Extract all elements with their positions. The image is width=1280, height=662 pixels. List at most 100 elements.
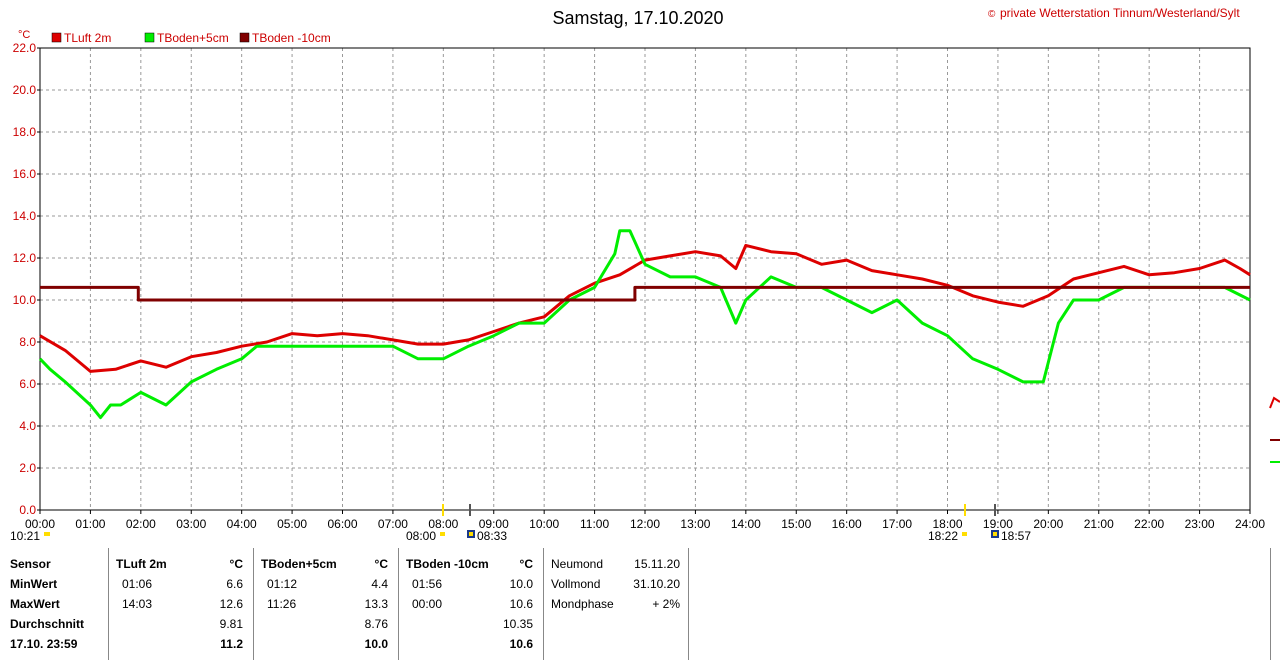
divider	[543, 548, 544, 660]
sensor-header: Sensor	[10, 557, 51, 571]
divider	[108, 548, 109, 660]
max-time: 11:26	[267, 597, 297, 611]
x-tick-label: 02:00	[126, 517, 156, 531]
x-tick-label: 15:00	[781, 517, 811, 531]
row-label-max: MaxWert	[10, 597, 60, 611]
x-tick-label: 08:00	[428, 517, 458, 531]
x-tick-label: 24:00	[1235, 517, 1265, 531]
moon-label-phase: Mondphase	[551, 597, 614, 611]
sunset2-label: 18:57	[1001, 529, 1031, 543]
x-tick-label: 19:00	[983, 517, 1013, 531]
x-tick-label: 01:00	[75, 517, 105, 531]
unit-label: °C	[519, 557, 533, 571]
x-tick-label: 06:00	[327, 517, 357, 531]
moon-value-new: 15.11.20	[634, 557, 680, 571]
y-tick-label: 18.0	[13, 125, 37, 139]
x-tick-label: 03:00	[176, 517, 206, 531]
x-tick-label: 23:00	[1185, 517, 1215, 531]
moon-info: Neumond 15.11.20 Vollmond 31.10.20 Mondp…	[543, 546, 688, 662]
moon-label-full: Vollmond	[551, 577, 601, 591]
max-value: 13.3	[364, 597, 388, 611]
y-tick-label: 4.0	[19, 419, 36, 433]
sunrise-left-label: 10:21	[10, 529, 40, 543]
max-value: 12.6	[219, 597, 243, 611]
y-ticks: 0.0 2.0 4.0 6.0 8.0 10.0 12.0 14.0 16.0 18.0 20.0 2…	[13, 41, 40, 517]
y-tick-label: 14.0	[13, 209, 37, 223]
column-header: TBoden -10cm	[406, 557, 489, 571]
min-time: 01:12	[267, 577, 298, 591]
x-tick-label: 10:00	[529, 517, 559, 531]
sun-icon	[440, 532, 445, 536]
sunrise-label: 08:00	[406, 529, 436, 543]
sunrise2-label: 18:22	[928, 529, 958, 543]
series-line-tboden-10cm	[40, 285, 1250, 302]
divider	[1270, 548, 1271, 660]
max-time: 14:03	[122, 597, 153, 611]
y-tick-label: 10.0	[13, 293, 37, 307]
y-tick-label: 22.0	[13, 41, 37, 55]
column-header: TLuft 2m	[116, 557, 167, 571]
current-value: 11.2	[220, 637, 243, 651]
x-tick-label: 18:00	[932, 517, 962, 531]
legend-label: TBoden+5cm	[157, 31, 229, 45]
legend-swatch	[239, 32, 250, 43]
avg-value: 10.35	[502, 617, 533, 631]
unit-label: °C	[229, 557, 243, 571]
legend-label: TBoden -10cm	[252, 31, 331, 45]
x-ticks: 00:00 01:00 02:00 03:00 04:00 05:00 06:00 07:00…	[25, 510, 1265, 531]
stats-label-column: Sensor MinWert MaxWert Durchschnitt 17.1…	[0, 546, 108, 662]
sun-icon	[962, 532, 967, 536]
series-lines	[38, 229, 1251, 420]
copyright-text: private Wetterstation Tinnum/Westerland/…	[1000, 6, 1240, 20]
y-tick-label: 20.0	[13, 83, 37, 97]
x-tick-label: 21:00	[1084, 517, 1114, 531]
legend-swatch	[51, 32, 62, 43]
row-label-avg: Durchschnitt	[10, 617, 85, 631]
x-tick-label: 17:00	[882, 517, 912, 531]
max-time: 00:00	[412, 597, 443, 611]
y-tick-label: 8.0	[19, 335, 36, 349]
legend-label: TLuft 2m	[64, 31, 111, 45]
current-value: 10.6	[509, 637, 533, 651]
min-value: 6.6	[226, 577, 243, 591]
x-tick-label: 22:00	[1134, 517, 1164, 531]
y-tick-label: 6.0	[19, 377, 36, 391]
legend-swatch	[144, 32, 155, 43]
x-tick-label: 04:00	[227, 517, 257, 531]
stats-column-tboden10: TBoden -10cm °C 01:56 10.0 00:00 10.6 10…	[398, 546, 543, 662]
stats-column-tboden5: TBoden+5cm °C 01:12 4.4 11:26 13.3 8.76 …	[253, 546, 398, 662]
avg-value: 8.76	[364, 617, 388, 631]
stats-column-tluft: TLuft 2m °C 01:06 6.6 14:03 12.6 9.81 11…	[108, 546, 253, 662]
y-tick-label: 2.0	[19, 461, 36, 475]
divider	[398, 548, 399, 660]
min-value: 10.0	[509, 577, 533, 591]
sunset-label: 08:33	[477, 529, 507, 543]
x-tick-label: 20:00	[1033, 517, 1063, 531]
row-label-current: 17.10. 23:59	[10, 637, 78, 651]
y-tick-label: 16.0	[13, 167, 37, 181]
right-edge-markers	[1269, 396, 1280, 463]
grid	[40, 48, 1250, 510]
x-tick-label: 05:00	[277, 517, 307, 531]
temperature-chart: Samstag, 17.10.2020 © private Wetterstat…	[10, 6, 1280, 543]
sun-markers: 10:21 08:00 08:33 18:22 18:57	[10, 504, 1031, 543]
moon-icon-fill	[469, 532, 473, 536]
series-line-tboden-5cm	[38, 229, 1251, 420]
x-tick-label: 14:00	[731, 517, 761, 531]
min-value: 4.4	[371, 577, 388, 591]
legend: TLuft 2m TBoden+5cm TBoden -10cm	[51, 31, 331, 45]
divider	[688, 548, 689, 660]
moon-label-new: Neumond	[551, 557, 604, 571]
divider	[253, 548, 254, 660]
x-tick-label: 13:00	[680, 517, 710, 531]
max-value: 10.6	[509, 597, 533, 611]
statistics-table: Sensor MinWert MaxWert Durchschnitt 17.1…	[0, 546, 1280, 662]
chart-title: Samstag, 17.10.2020	[552, 8, 723, 28]
min-time: 01:06	[122, 577, 153, 591]
column-header: TBoden+5cm	[261, 557, 337, 571]
y-tick-label: 0.0	[19, 503, 36, 517]
x-tick-label: 00:00	[25, 517, 55, 531]
moon-value-phase: + 2%	[652, 597, 680, 611]
moon-value-full: 31.10.20	[633, 577, 680, 591]
x-tick-label: 16:00	[832, 517, 862, 531]
